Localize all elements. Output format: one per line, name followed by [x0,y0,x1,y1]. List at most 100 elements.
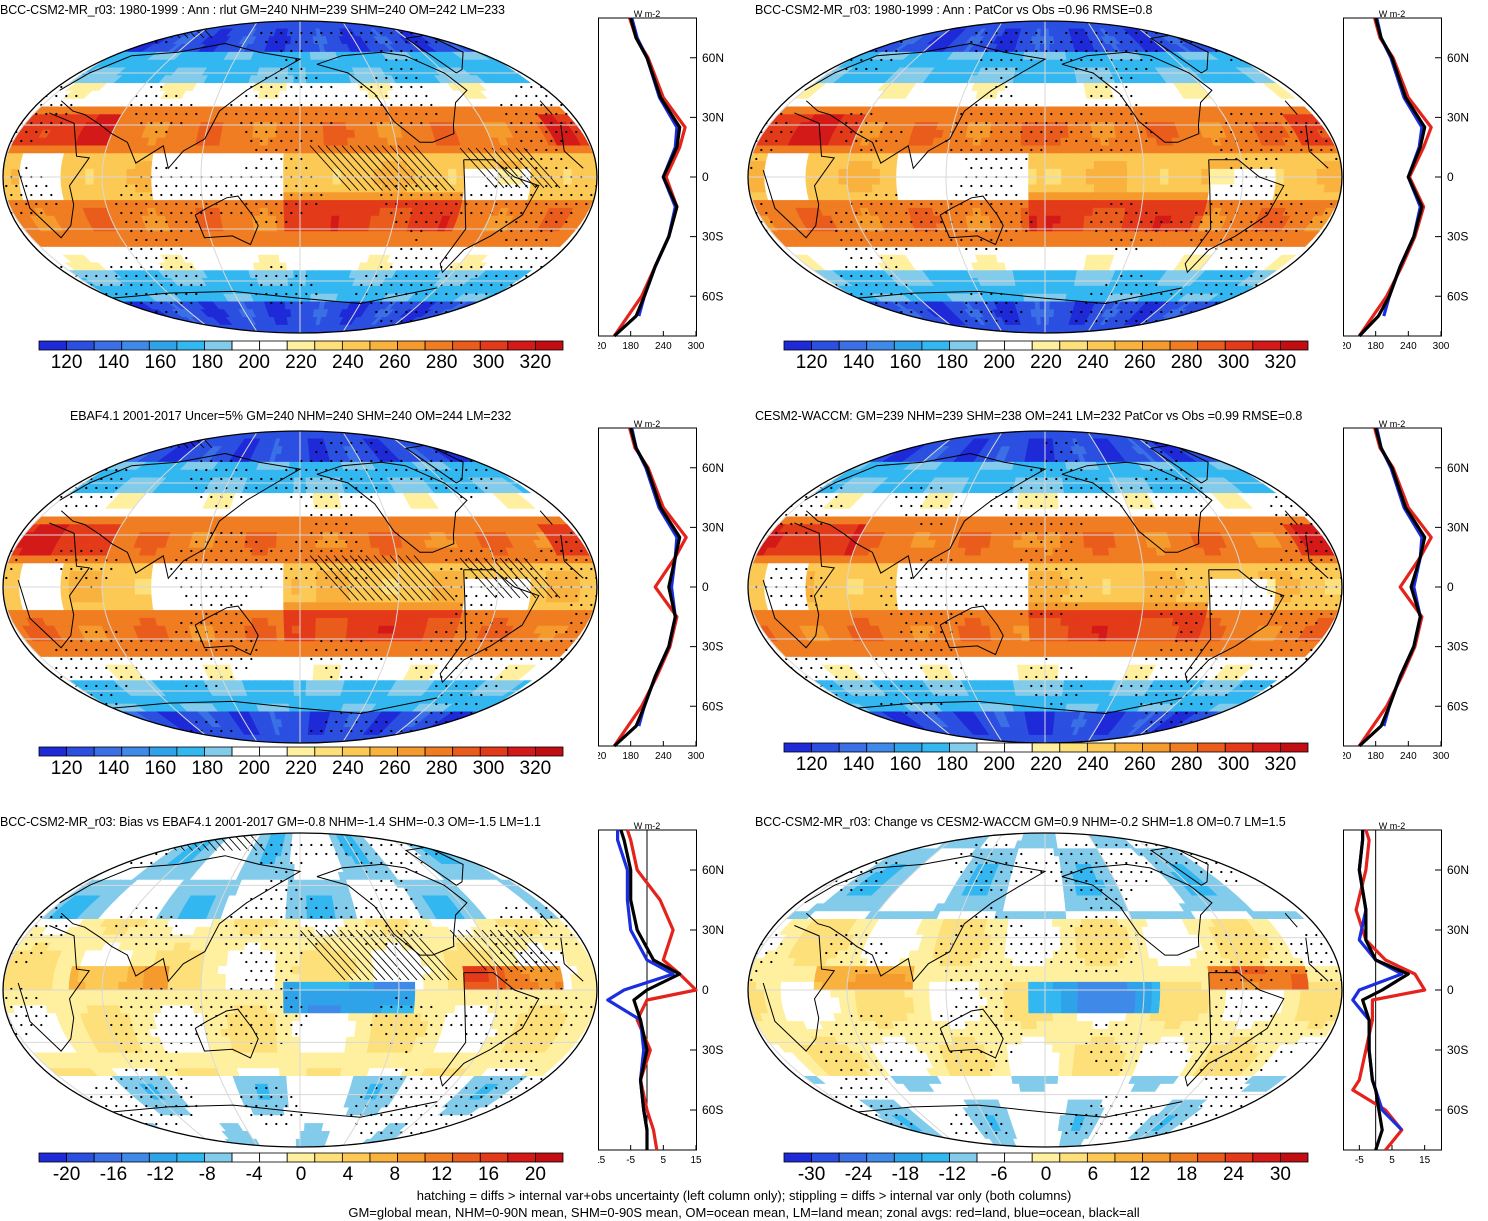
stipple-dot [35,184,38,188]
stipple-dot [400,85,403,89]
stipple-dot [395,112,398,116]
field-cell [284,114,293,123]
stipple-dot [295,148,298,152]
stipple-dot [455,292,458,296]
stipple-dot [20,139,23,143]
stipple-dot [5,94,8,98]
stipple-dot [505,202,508,206]
field-cell [275,153,285,162]
stipple-dot [555,292,558,296]
stipple-dot [305,130,308,134]
field-cell [60,161,71,170]
field-cell [260,223,270,232]
field-cell [345,122,355,131]
stipple-dot [300,85,303,89]
field-cell [1050,59,1057,69]
stipple-dot [120,31,123,35]
field-cell [489,176,499,186]
field-cell [299,153,309,162]
stipple-dot [570,193,573,197]
field-cell [338,215,348,225]
stipple-dot [530,301,533,305]
stipple-dot [435,310,438,314]
stipple-dot [425,40,428,44]
field-cell [285,254,294,264]
field-cell [192,176,202,186]
field-cell [236,215,246,225]
field-cell [331,207,341,217]
field-cell [340,161,350,170]
field-cell [380,200,390,209]
stipple-dot [460,193,463,197]
stipple-dot [370,31,373,35]
field-cell [176,192,187,201]
stipple-dot [255,94,258,98]
stipple-dot [405,40,408,44]
field-cell [463,161,474,170]
field-cell [299,168,309,178]
field-cell [152,153,163,162]
stipple-dot [255,112,258,116]
colorbar-swatch [314,340,343,351]
field-cell [283,293,291,303]
field-cell [363,207,373,217]
stipple-dot [270,31,273,35]
stipple-dot [140,247,143,251]
field-cell [276,114,286,123]
stipple-dot [340,103,343,107]
field-cell [1059,114,1069,123]
stipple-dot [250,139,253,143]
colorbar-swatch [535,340,564,351]
stipple-dot [410,193,413,197]
stipple-dot [410,283,413,287]
field-cell [266,184,276,193]
field-cell [275,207,285,217]
stipple-dot [530,283,533,287]
stipple-dot [550,157,553,161]
field-cell [447,168,458,178]
stipple-dot [165,310,168,314]
field-cell [276,231,286,240]
stipple-dot [290,193,293,197]
field-cell [439,184,449,193]
field-cell [173,324,193,333]
stipple-dot [155,184,158,188]
stipple-dot [560,121,563,125]
field-cell [323,145,333,154]
field-cell [185,324,203,333]
field-cell [323,215,333,225]
stipple-dot [320,121,323,125]
field-cell [307,114,316,123]
stipple-dot [285,220,288,224]
stipple-dot [560,139,563,143]
field-cell [251,137,261,147]
stipple-dot [520,283,523,287]
stipple-dot [420,229,423,233]
stipple-dot [305,166,308,170]
stipple-dot [30,265,33,269]
stipple-dot [60,319,63,323]
field-cell [155,28,176,37]
field-cell [35,168,45,178]
field-cell [176,161,186,170]
stipple-dot [130,283,133,287]
field-cell [337,223,348,232]
stipple-dot [75,94,78,98]
stipple-dot [360,85,363,89]
field-cell [1044,75,1052,84]
field-cell [321,114,331,123]
stipple-dot [130,193,133,197]
stipple-dot [205,202,208,206]
field-cell [386,21,404,30]
stipple-dot [400,301,403,305]
stipple-dot [110,301,113,305]
stipple-dot [245,202,248,206]
field-cell [429,192,440,201]
field-cell [424,317,445,326]
stipple-dot [175,220,178,224]
field-cell [424,28,445,37]
stipple-dot [425,274,428,278]
field-cell [1032,67,1040,76]
lat-tick-label: 60S [702,289,723,303]
field-cell [282,285,290,295]
